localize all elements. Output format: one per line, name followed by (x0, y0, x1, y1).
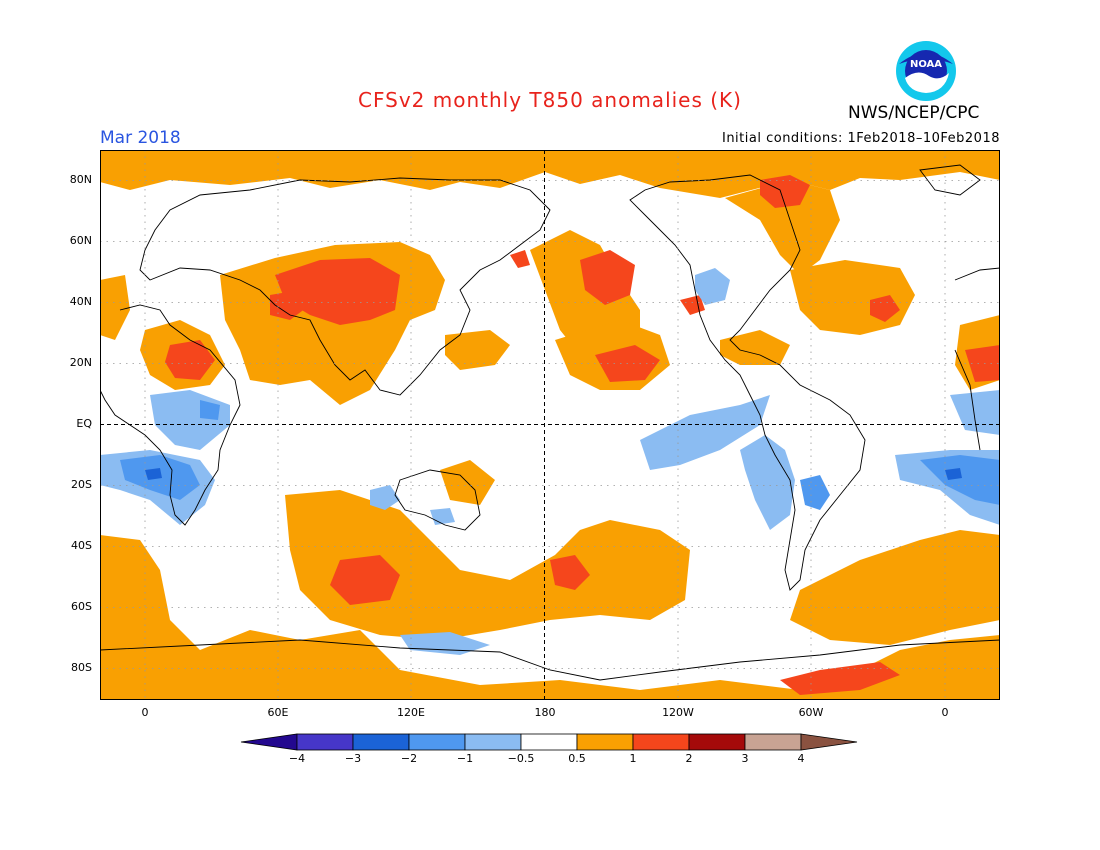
strong-warm-regions (165, 175, 1000, 695)
colorbar-cell (352, 733, 410, 751)
lat-label-20s: 20S (71, 478, 92, 491)
cool-anomaly-regions (100, 268, 1000, 655)
lon-label-120w: 120W (662, 706, 694, 719)
lon-label-180: 180 (534, 706, 556, 719)
colorbar-label: −4 (288, 752, 306, 765)
gridlines (100, 150, 1000, 700)
agency-label: NWS/NCEP/CPC (848, 103, 980, 123)
lon-label-0-east: 0 (941, 706, 949, 719)
colorbar-cell (688, 733, 746, 751)
lon-label-120e: 120E (397, 706, 425, 719)
noaa-logo-icon: NOAA (896, 41, 956, 101)
initial-conditions: Initial conditions: 1Feb2018–10Feb2018 (721, 131, 1000, 146)
lat-label-40s: 40S (71, 539, 92, 552)
lat-label-eq: EQ (76, 417, 92, 430)
colorbar-label: 4 (797, 752, 805, 765)
equator-and-dateline (100, 150, 1000, 700)
colorbar-cell (632, 733, 690, 751)
colorbar-cell (744, 733, 802, 751)
logo-text: NOAA (910, 59, 942, 70)
colorbar-cell (520, 733, 578, 751)
lat-label-60s: 60S (71, 600, 92, 613)
colorbar-label: 1 (629, 752, 637, 765)
lon-label-60e: 60E (267, 706, 289, 719)
colorbar-label: 0.5 (568, 752, 586, 765)
colorbar-cell (576, 733, 634, 751)
anomaly-map (100, 150, 1000, 700)
coastlines (100, 164, 1000, 681)
colorbar-cell (464, 733, 522, 751)
color-bar (240, 733, 858, 751)
lat-label-80n: 80N (69, 173, 92, 186)
colorbar-label: 2 (685, 752, 693, 765)
colorbar-label: −0.5 (507, 752, 535, 765)
colorbar-arrow-right (800, 733, 858, 751)
colorbar-cell (296, 733, 354, 751)
lat-label-40n: 40N (69, 295, 92, 308)
colorbar-cell (408, 733, 466, 751)
lat-label-20n: 20N (69, 356, 92, 369)
lon-label-60w: 60W (798, 706, 824, 719)
colorbar-label: 3 (741, 752, 749, 765)
lon-label-0: 0 (141, 706, 149, 719)
lat-label-80s: 80S (71, 661, 92, 674)
colorbar-label: −2 (400, 752, 418, 765)
colorbar-label: −1 (456, 752, 474, 765)
map-frame (100, 150, 1000, 700)
colorbar-arrow-left (240, 733, 298, 751)
forecast-month: Mar 2018 (100, 128, 181, 148)
chart-title: CFSv2 monthly T850 anomalies (K) (358, 88, 742, 112)
colorbar-label: −3 (344, 752, 362, 765)
lat-label-60n: 60N (69, 234, 92, 247)
